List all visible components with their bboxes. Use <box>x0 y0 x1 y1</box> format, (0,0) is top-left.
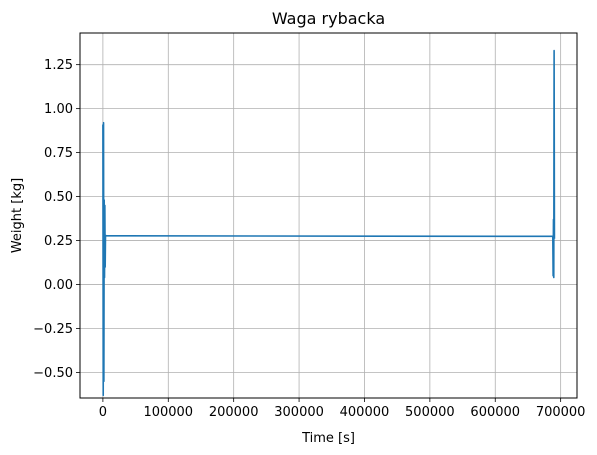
x-tick-label: 600000 <box>470 405 520 420</box>
series-line <box>102 49 556 397</box>
y-tick-label: −0.50 <box>33 366 73 381</box>
y-tick-label: 1.00 <box>44 102 73 117</box>
series-layer <box>102 49 556 397</box>
chart-title: Waga rybacka <box>272 9 385 28</box>
x-tick-label: 200000 <box>209 405 259 420</box>
y-tick-label: 0.25 <box>44 234 73 249</box>
x-tick-label: 500000 <box>405 405 455 420</box>
y-tick-label: 0.50 <box>44 190 73 205</box>
y-tick-label: 0.75 <box>44 146 73 161</box>
y-axis-ticks: −0.50 −0.25 0.00 0.25 0.50 0.75 1.00 1.25 <box>33 58 80 381</box>
y-tick-label: 0.00 <box>44 278 73 293</box>
x-tick-label: 300000 <box>274 405 324 420</box>
y-axis-label: Weight [kg] <box>10 178 25 253</box>
grid <box>80 33 577 398</box>
x-tick-label: 100000 <box>143 405 193 420</box>
x-tick-label: 700000 <box>536 405 586 420</box>
x-tick-label: 400000 <box>340 405 390 420</box>
x-axis-label: Time [s] <box>301 431 355 446</box>
y-tick-label: −0.25 <box>33 322 73 337</box>
plot-frame <box>79 32 578 399</box>
x-axis-ticks: 0 100000 200000 300000 400000 500000 600000 700… <box>99 398 586 420</box>
y-tick-label: 1.25 <box>44 58 73 73</box>
x-tick-label: 0 <box>99 405 107 420</box>
